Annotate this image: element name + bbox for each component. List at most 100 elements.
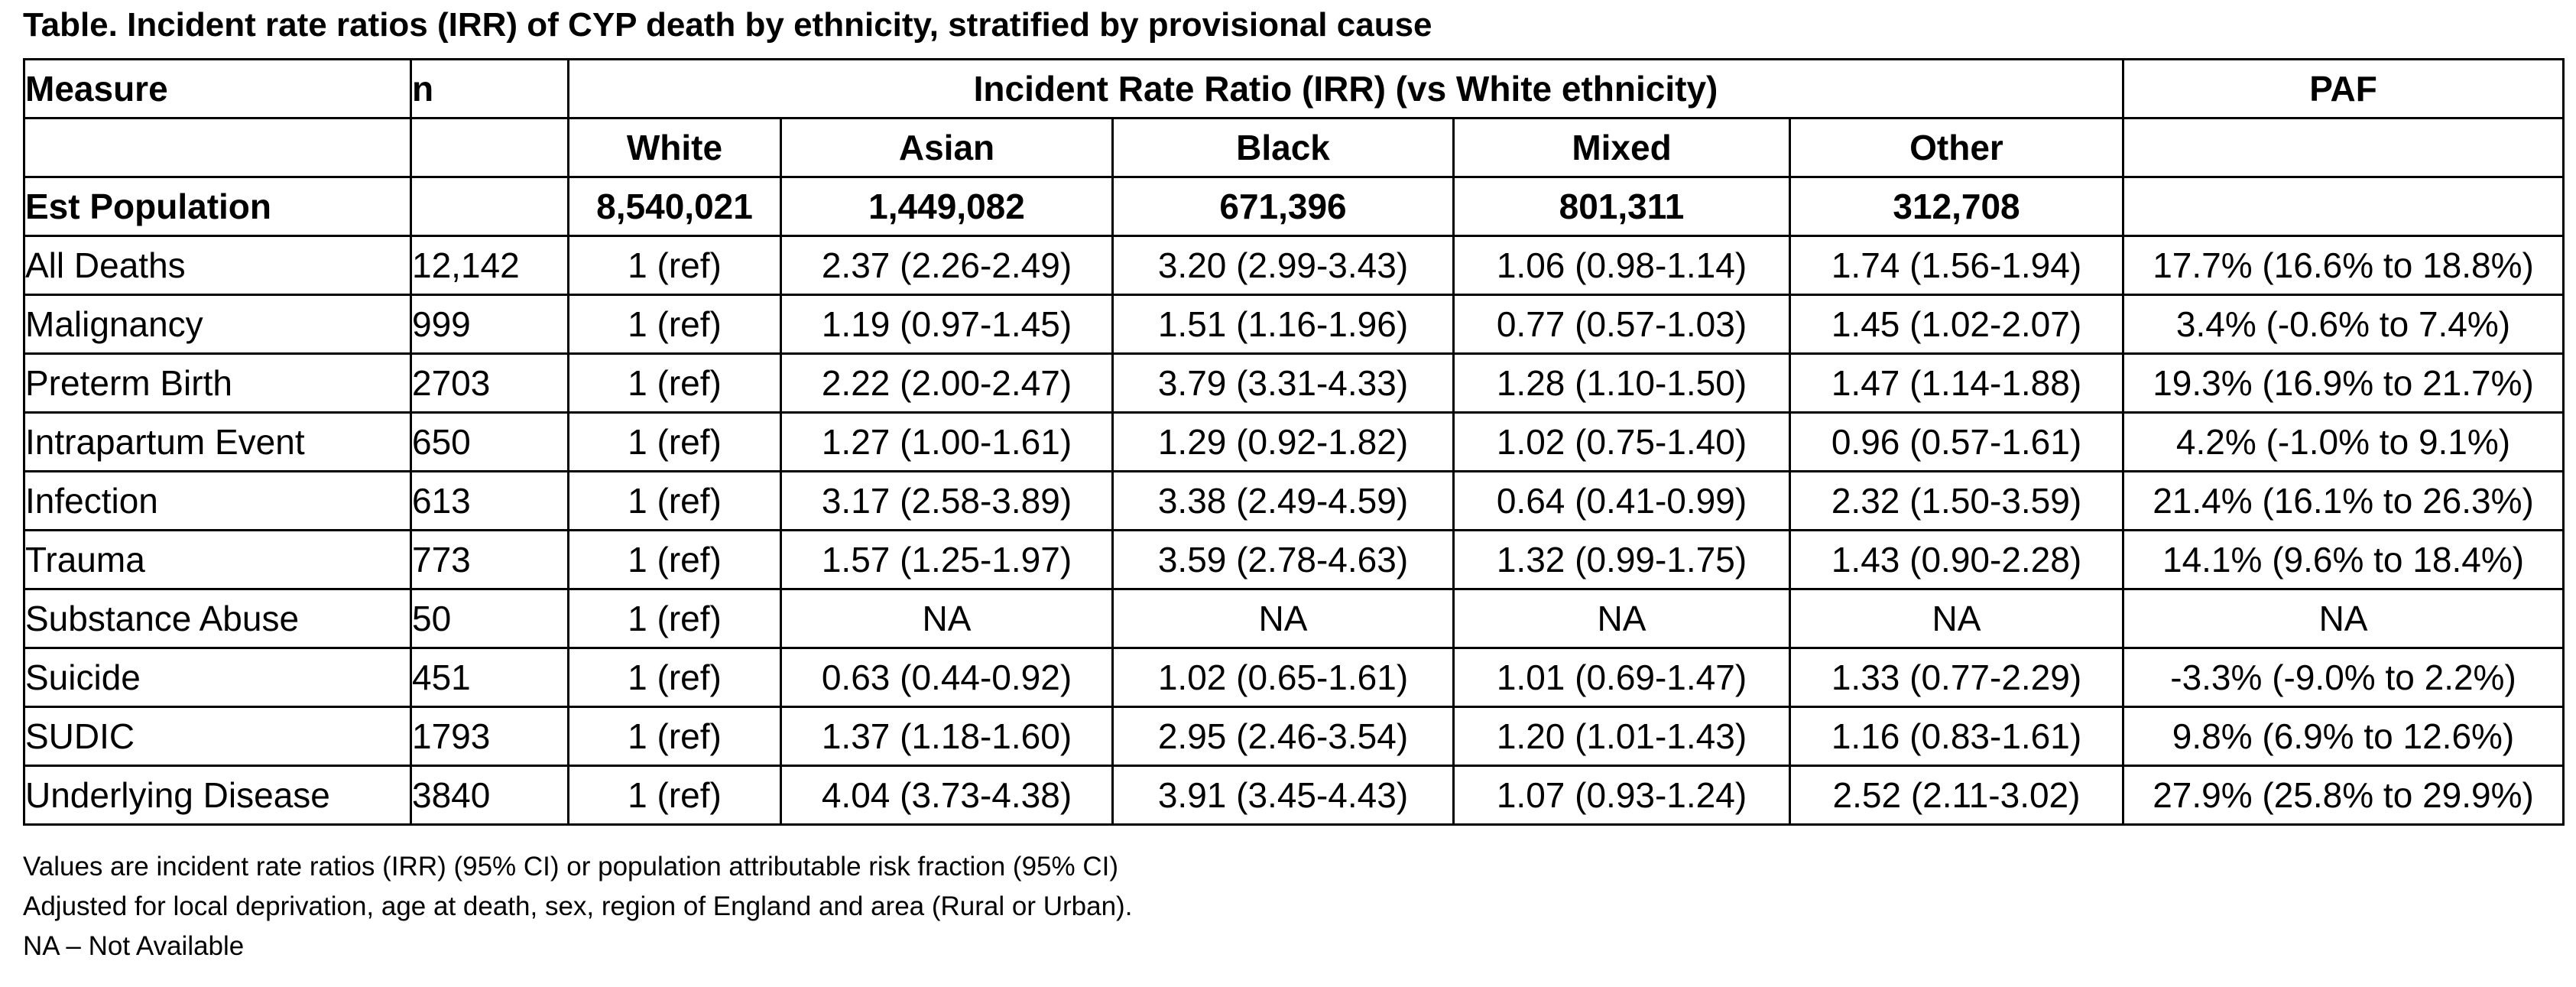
cell-n: 1793	[410, 706, 569, 767]
cell-mixed: NA	[1452, 588, 1791, 649]
cell-white: 1 (ref)	[567, 235, 782, 296]
footnote: NA – Not Available	[23, 931, 245, 961]
table-row: Malignancy 999 1 (ref) 1.19 (0.97-1.45) 1.51…	[23, 294, 2565, 355]
cell-measure: All Deaths	[23, 235, 412, 296]
cell-black: NA	[1111, 588, 1455, 649]
cell-n: 613	[410, 470, 569, 531]
cell-black: 3.79 (3.31-4.33)	[1111, 352, 1455, 414]
cell-asian: 0.63 (0.44-0.92)	[780, 647, 1114, 708]
cell-mixed: 1.20 (1.01-1.43)	[1452, 706, 1791, 767]
table-row: Trauma 773 1 (ref) 1.57 (1.25-1.97) 3.59 (2.…	[23, 529, 2565, 590]
cell-paf: 4.2% (-1.0% to 9.1%)	[2122, 411, 2565, 472]
cell-black: 3.59 (2.78-4.63)	[1111, 529, 1455, 590]
cell-paf: 17.7% (16.6% to 18.8%)	[2122, 235, 2565, 296]
cell-other: 1.43 (0.90-2.28)	[1788, 529, 2125, 590]
cell-paf: -3.3% (-9.0% to 2.2%)	[2122, 647, 2565, 708]
table-row: All Deaths 12,142 1 (ref) 2.37 (2.26-2.49) 3…	[23, 235, 2565, 296]
cell-black: 1.29 (0.92-1.82)	[1111, 411, 1455, 472]
cell-asian: 1.37 (1.18-1.60)	[780, 706, 1114, 767]
cell-black: 3.20 (2.99-3.43)	[1111, 235, 1455, 296]
population-asian: 1,449,082	[780, 176, 1114, 237]
cell-mixed: 1.28 (1.10-1.50)	[1452, 352, 1791, 414]
cell-n: 773	[410, 529, 569, 590]
footnote: Values are incident rate ratios (IRR) (9…	[23, 852, 1119, 881]
cell-asian: NA	[780, 588, 1114, 649]
cell-white: 1 (ref)	[567, 647, 782, 708]
cell-asian: 1.57 (1.25-1.97)	[780, 529, 1114, 590]
cell-other: 2.32 (1.50-3.59)	[1788, 470, 2125, 531]
cell-white: 1 (ref)	[567, 352, 782, 414]
table-title: Table. Incident rate ratios (IRR) of CYP…	[23, 6, 1432, 44]
cell-white: 1 (ref)	[567, 588, 782, 649]
cell-other: 2.52 (2.11-3.02)	[1788, 765, 2125, 826]
cell-mixed: 1.32 (0.99-1.75)	[1452, 529, 1791, 590]
table-row: Underlying Disease 3840 1 (ref) 4.04 (3.73-…	[23, 765, 2565, 826]
cell-mixed: 0.77 (0.57-1.03)	[1452, 294, 1791, 355]
cell-other: 1.47 (1.14-1.88)	[1788, 352, 2125, 414]
empty-cell	[410, 117, 569, 178]
cell-white: 1 (ref)	[567, 765, 782, 826]
cell-black: 1.02 (0.65-1.61)	[1111, 647, 1455, 708]
cell-mixed: 1.02 (0.75-1.40)	[1452, 411, 1791, 472]
header-mixed: Mixed	[1452, 117, 1791, 178]
cell-white: 1 (ref)	[567, 706, 782, 767]
cell-n: 451	[410, 647, 569, 708]
table-row: Intrapartum Event 650 1 (ref) 1.27 (1.00-1.…	[23, 411, 2565, 472]
cell-mixed: 1.01 (0.69-1.47)	[1452, 647, 1791, 708]
header-paf: PAF	[2122, 58, 2565, 119]
cell-mixed: 1.06 (0.98-1.14)	[1452, 235, 1791, 296]
header-white: White	[567, 117, 782, 178]
cell-black: 1.51 (1.16-1.96)	[1111, 294, 1455, 355]
header-irr-group: Incident Rate Ratio (IRR) (vs White ethn…	[566, 58, 2125, 119]
cell-other: 1.74 (1.56-1.94)	[1788, 235, 2125, 296]
table-row: Infection 613 1 (ref) 3.17 (2.58-3.89) 3.38 …	[23, 470, 2565, 531]
header-measure: Measure	[23, 58, 412, 119]
cell-white: 1 (ref)	[567, 411, 782, 472]
table-row: Substance Abuse 50 1 (ref) NA NA NA NA NA	[23, 588, 2565, 649]
cell-other: 1.33 (0.77-2.29)	[1788, 647, 2125, 708]
cell-n: 50	[410, 588, 569, 649]
header-asian: Asian	[780, 117, 1114, 178]
cell-mixed: 1.07 (0.93-1.24)	[1452, 765, 1791, 826]
cell-asian: 4.04 (3.73-4.38)	[780, 765, 1114, 826]
footnotes: Values are incident rate ratios (IRR) (9…	[23, 847, 1132, 966]
cell-n: 650	[410, 411, 569, 472]
empty-cell	[2122, 176, 2565, 237]
cell-paf: 3.4% (-0.6% to 7.4%)	[2122, 294, 2565, 355]
header-other: Other	[1788, 117, 2125, 178]
header-n: n	[410, 58, 569, 119]
empty-cell	[2122, 117, 2565, 178]
cell-paf: 27.9% (25.8% to 29.9%)	[2122, 765, 2565, 826]
cell-n: 2703	[410, 352, 569, 414]
cell-white: 1 (ref)	[567, 529, 782, 590]
cell-mixed: 0.64 (0.41-0.99)	[1452, 470, 1791, 531]
cell-other: 0.96 (0.57-1.61)	[1788, 411, 2125, 472]
cell-measure: SUDIC	[23, 706, 412, 767]
table-row: SUDIC 1793 1 (ref) 1.37 (1.18-1.60) 2.95 (2.…	[23, 706, 2565, 767]
empty-cell	[410, 176, 569, 237]
header-row: Measure n Incident Rate Ratio (IRR) (vs …	[23, 58, 2565, 119]
cell-asian: 2.37 (2.26-2.49)	[780, 235, 1114, 296]
cell-asian: 1.27 (1.00-1.61)	[780, 411, 1114, 472]
cell-paf: NA	[2122, 588, 2565, 649]
cell-n: 12,142	[410, 235, 569, 296]
cell-asian: 1.19 (0.97-1.45)	[780, 294, 1114, 355]
population-mixed: 801,311	[1452, 176, 1791, 237]
cell-measure: Substance Abuse	[23, 588, 412, 649]
table-row: Preterm Birth 2703 1 (ref) 2.22 (2.00-2.47)…	[23, 352, 2565, 414]
population-black: 671,396	[1111, 176, 1455, 237]
header-black: Black	[1111, 117, 1455, 178]
population-other: 312,708	[1788, 176, 2125, 237]
cell-white: 1 (ref)	[567, 470, 782, 531]
cell-measure: Intrapartum Event	[23, 411, 412, 472]
ethnicity-header-row: White Asian Black Mixed Other	[23, 117, 2565, 178]
cell-n: 999	[410, 294, 569, 355]
cell-measure: Trauma	[23, 529, 412, 590]
cell-asian: 3.17 (2.58-3.89)	[780, 470, 1114, 531]
cell-paf: 21.4% (16.1% to 26.3%)	[2122, 470, 2565, 531]
cell-other: 1.45 (1.02-2.07)	[1788, 294, 2125, 355]
cell-asian: 2.22 (2.00-2.47)	[780, 352, 1114, 414]
cell-paf: 14.1% (9.6% to 18.4%)	[2122, 529, 2565, 590]
cell-black: 3.91 (3.45-4.43)	[1111, 765, 1455, 826]
cell-measure: Infection	[23, 470, 412, 531]
